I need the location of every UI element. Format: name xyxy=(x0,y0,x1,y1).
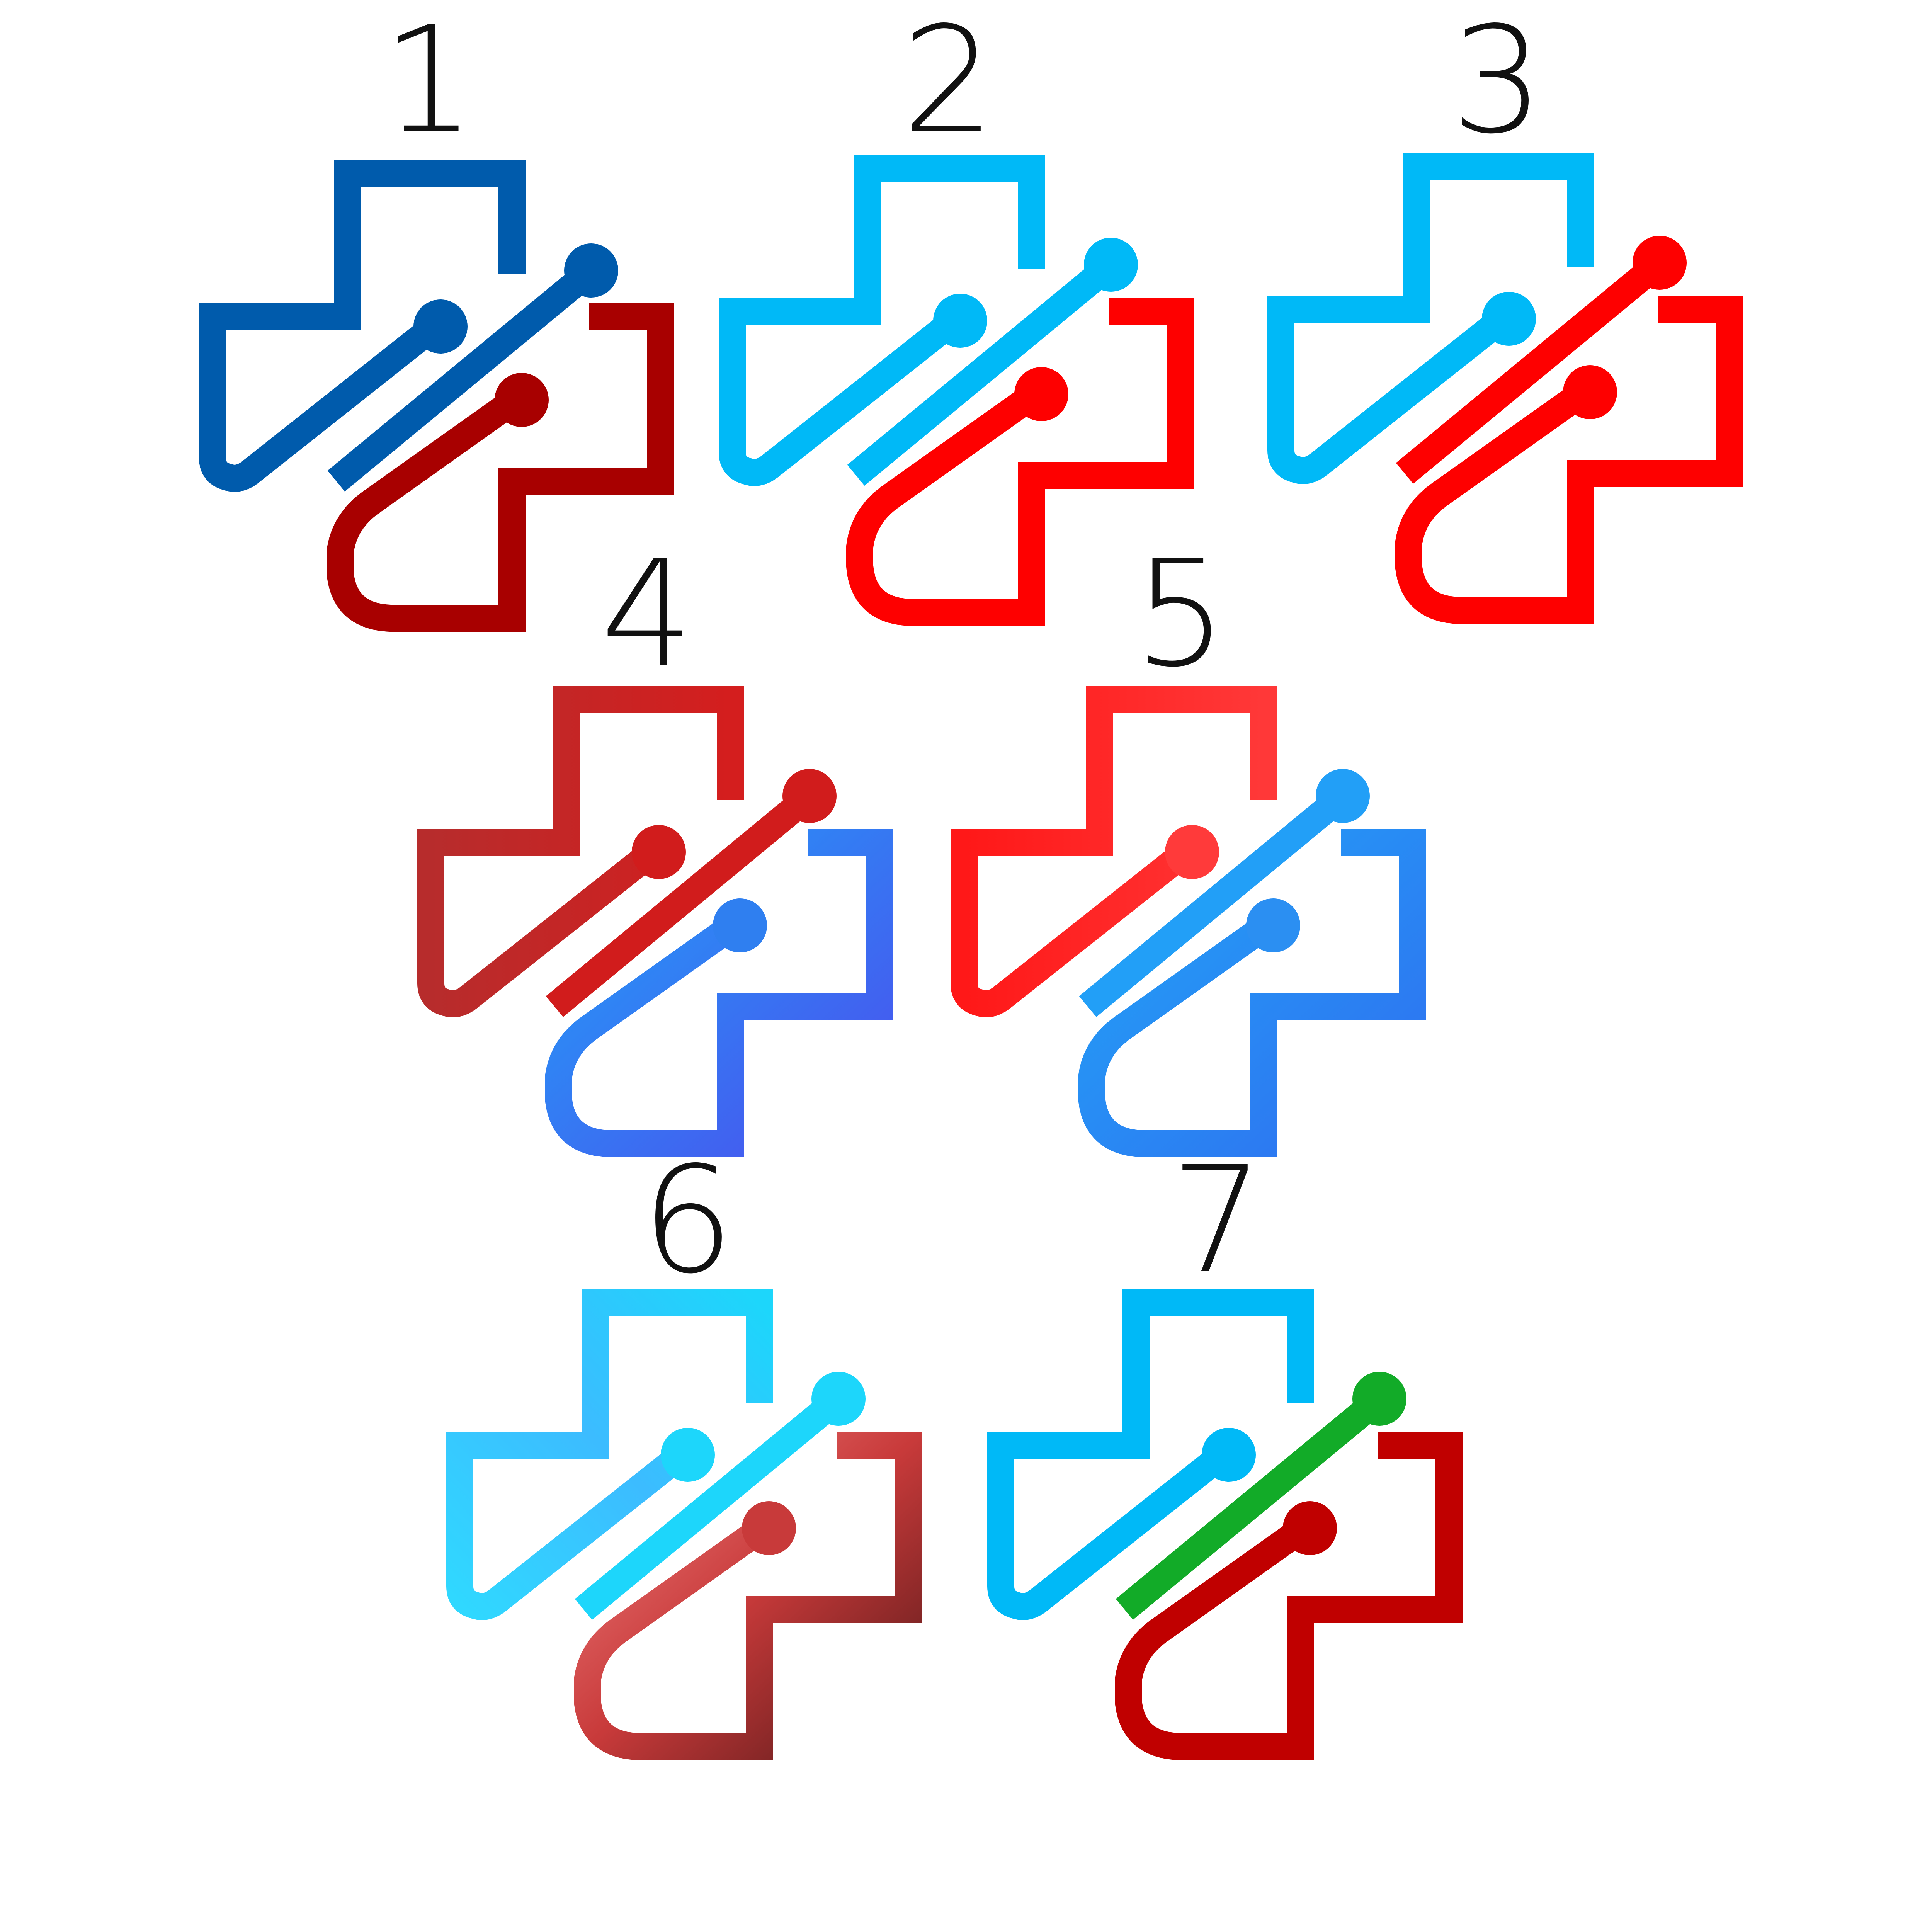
circuit-node-b-icon xyxy=(811,1372,866,1426)
variant-4: 4 xyxy=(417,528,893,1157)
top-cross-outline xyxy=(199,160,526,492)
variant-number-label: 4 xyxy=(600,528,694,699)
circuit-node-b-icon xyxy=(564,243,618,298)
logo-mark xyxy=(417,686,893,1157)
top-cross-outline xyxy=(987,1289,1314,1620)
circuit-node-c-icon xyxy=(1014,367,1068,421)
circuit-trace-b xyxy=(1116,1388,1388,1620)
bottom-cross-outline xyxy=(1078,829,1426,1157)
circuit-node-c-icon xyxy=(742,1501,796,1555)
circuit-node-c-icon xyxy=(1563,365,1617,419)
variant-3: 3 xyxy=(1267,0,1743,624)
circuit-node-a-icon xyxy=(1482,292,1536,346)
variant-2: 2 xyxy=(719,0,1194,626)
circuit-node-a-icon xyxy=(1202,1428,1256,1482)
circuit-node-b-icon xyxy=(1084,238,1138,292)
bottom-cross-outline xyxy=(545,829,893,1157)
circuit-node-b-icon xyxy=(782,769,837,823)
circuit-node-a-icon xyxy=(661,1428,715,1482)
variant-7: 7 xyxy=(987,1135,1463,1760)
variant-1: 1 xyxy=(199,0,674,632)
top-cross-outline xyxy=(951,686,1277,1017)
bottom-cross-outline xyxy=(574,1432,922,1760)
circuit-trace-b xyxy=(1396,252,1668,484)
circuit-node-c-icon xyxy=(495,373,549,427)
variant-5: 5 xyxy=(951,528,1426,1157)
logo-mark xyxy=(1267,153,1743,624)
circuit-node-a-icon xyxy=(413,299,468,354)
logo-mark xyxy=(987,1289,1463,1760)
circuit-node-c-icon xyxy=(1246,898,1300,952)
variant-number-label: 1 xyxy=(382,0,476,166)
logo-mark xyxy=(719,155,1194,626)
variant-number-label: 5 xyxy=(1134,528,1227,699)
top-cross-outline xyxy=(417,686,744,1017)
logo-mark xyxy=(199,160,674,632)
variant-number-label: 6 xyxy=(641,1135,735,1306)
circuit-trace-b xyxy=(1079,786,1352,1017)
circuit-trace-b xyxy=(847,254,1120,486)
circuit-node-b-icon xyxy=(1352,1372,1406,1426)
circuit-node-c-icon xyxy=(1283,1501,1337,1555)
logo-mark xyxy=(951,686,1426,1157)
circuit-node-a-icon xyxy=(1165,825,1219,879)
variant-number-label: 7 xyxy=(1170,1135,1264,1306)
circuit-node-a-icon xyxy=(632,825,686,879)
variant-number-label: 3 xyxy=(1451,0,1544,166)
circuit-node-b-icon xyxy=(1633,236,1687,290)
variant-number-label: 2 xyxy=(902,0,995,166)
top-cross-outline xyxy=(446,1289,773,1620)
bottom-cross-outline xyxy=(846,298,1194,626)
top-cross-outline xyxy=(719,155,1045,486)
circuit-trace-b xyxy=(575,1388,847,1620)
circuit-node-a-icon xyxy=(933,294,987,348)
circuit-trace-b xyxy=(327,260,600,492)
bottom-cross-outline xyxy=(327,303,674,632)
logo-mark xyxy=(446,1289,922,1760)
circuit-trace-b xyxy=(546,786,818,1017)
variant-6: 6 xyxy=(446,1135,922,1760)
bottom-cross-outline xyxy=(1395,296,1743,624)
circuit-node-b-icon xyxy=(1316,769,1370,823)
bottom-cross-outline xyxy=(1115,1432,1463,1760)
top-cross-outline xyxy=(1267,153,1594,484)
circuit-node-c-icon xyxy=(713,898,767,952)
